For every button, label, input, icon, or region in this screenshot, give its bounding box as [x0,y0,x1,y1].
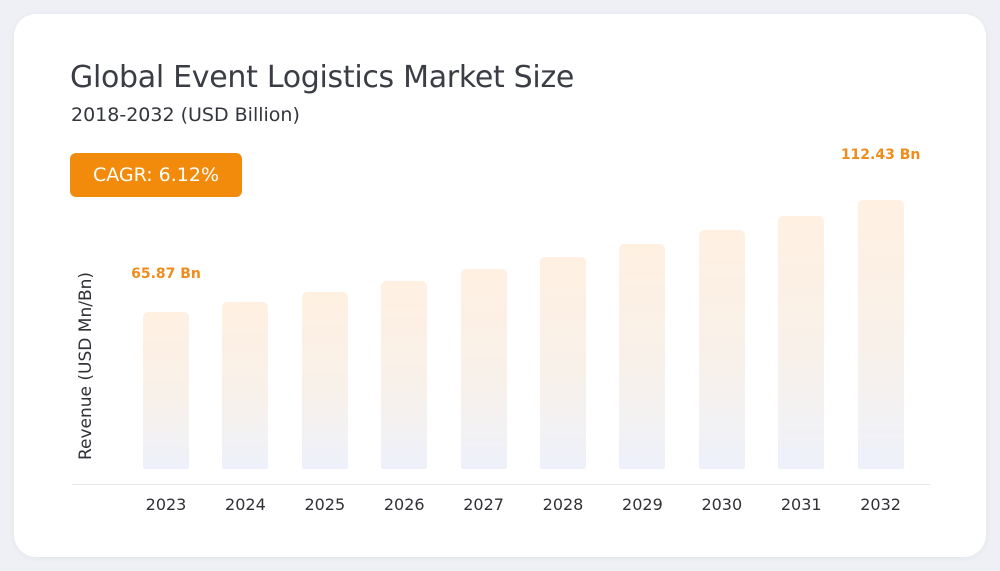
data-label-2032: 112.43 Bn [840,147,921,164]
bar-2029 [619,244,666,469]
x-tick-label: 2026 [383,495,425,514]
x-tick-label: 2032 [860,495,901,514]
x-tick-label: 2029 [622,495,663,514]
bar-2028 [540,257,586,469]
bar-2026 [381,280,428,469]
chart-subtitle: 2018-2032 (USD Billion) [71,104,300,126]
bar-2032 [857,200,904,469]
bar-2024 [222,301,269,469]
x-axis-line [72,484,930,485]
x-tick-label: 2027 [463,495,504,514]
chart-title: Global Event Logistics Market Size [70,60,575,95]
x-tick-label: 2030 [701,495,743,514]
bar-2027 [460,269,507,469]
cagr-badge: CAGR: 6.12% [70,153,242,197]
bar-2030 [698,230,745,469]
x-tick-label: 2028 [542,495,584,514]
x-tick-label: 2025 [304,495,346,514]
bar-2031 [778,215,825,469]
x-tick-label: 2024 [225,495,266,514]
bar-2025 [301,291,348,469]
bar-2023 [143,311,189,469]
x-tick-label: 2023 [145,495,187,514]
data-label-2023: 65.87 Bn [131,265,201,282]
y-axis-label: Revenue (USD Mn/Bn) [76,271,96,461]
x-tick-label: 2031 [780,495,822,514]
